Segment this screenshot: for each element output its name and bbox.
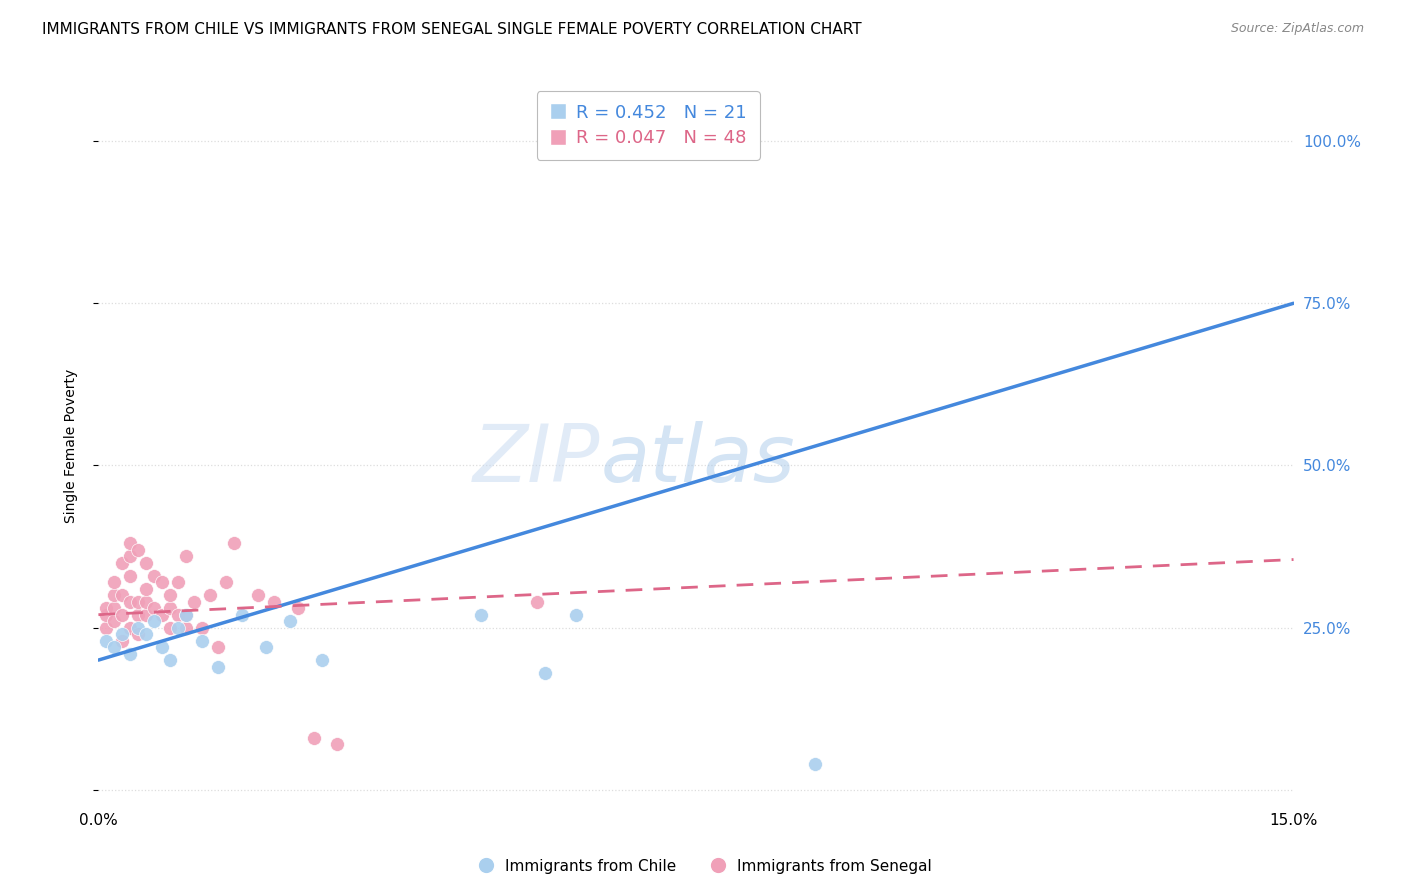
Point: [215, 575, 238, 590]
Point: [159, 621, 181, 635]
Point: [254, 640, 277, 654]
Point: [143, 614, 166, 628]
Point: [533, 666, 555, 681]
Point: [174, 607, 197, 622]
Point: [103, 640, 125, 654]
Point: [96, 607, 118, 622]
Text: Source: ZipAtlas.com: Source: ZipAtlas.com: [1230, 22, 1364, 36]
Point: [302, 731, 325, 745]
Point: [207, 640, 229, 654]
Y-axis label: Single Female Poverty: Single Female Poverty: [63, 369, 77, 523]
Point: [191, 633, 214, 648]
Point: [120, 621, 142, 635]
Point: [135, 582, 157, 596]
Point: [96, 621, 118, 635]
Point: [278, 614, 301, 628]
Point: [804, 756, 827, 771]
Text: ZIP: ZIP: [472, 421, 600, 500]
Point: [111, 588, 134, 602]
Point: [150, 640, 173, 654]
Point: [150, 575, 173, 590]
Point: [103, 614, 125, 628]
Point: [174, 607, 197, 622]
Point: [526, 595, 548, 609]
Point: [103, 588, 125, 602]
Point: [167, 621, 190, 635]
Point: [167, 575, 190, 590]
Point: [111, 633, 134, 648]
Point: [222, 536, 245, 550]
Point: [96, 633, 118, 648]
Point: [198, 588, 221, 602]
Point: [120, 647, 142, 661]
Point: [183, 595, 205, 609]
Point: [143, 601, 166, 615]
Point: [127, 627, 149, 641]
Point: [103, 601, 125, 615]
Text: atlas: atlas: [600, 421, 796, 500]
Legend: Immigrants from Chile, Immigrants from Senegal: Immigrants from Chile, Immigrants from S…: [468, 853, 938, 880]
Point: [127, 542, 149, 557]
Point: [111, 556, 134, 570]
Point: [111, 607, 134, 622]
Point: [174, 621, 197, 635]
Point: [207, 659, 229, 673]
Point: [135, 556, 157, 570]
Point: [246, 588, 269, 602]
Point: [174, 549, 197, 564]
Point: [159, 588, 181, 602]
Point: [135, 607, 157, 622]
Point: [135, 627, 157, 641]
Point: [565, 607, 588, 622]
Point: [143, 568, 166, 582]
Point: [311, 653, 333, 667]
Point: [159, 653, 181, 667]
Point: [263, 595, 285, 609]
Point: [470, 607, 492, 622]
Point: [120, 536, 142, 550]
Point: [167, 607, 190, 622]
Point: [287, 601, 309, 615]
Point: [231, 607, 253, 622]
Point: [127, 595, 149, 609]
Point: [111, 627, 134, 641]
Point: [127, 607, 149, 622]
Point: [191, 621, 214, 635]
Point: [135, 595, 157, 609]
Text: IMMIGRANTS FROM CHILE VS IMMIGRANTS FROM SENEGAL SINGLE FEMALE POVERTY CORRELATI: IMMIGRANTS FROM CHILE VS IMMIGRANTS FROM…: [42, 22, 862, 37]
Point: [150, 607, 173, 622]
Point: [326, 738, 349, 752]
Point: [120, 595, 142, 609]
Point: [159, 601, 181, 615]
Point: [120, 568, 142, 582]
Legend: R = 0.452   N = 21, R = 0.047   N = 48: R = 0.452 N = 21, R = 0.047 N = 48: [537, 91, 759, 160]
Point: [96, 601, 118, 615]
Point: [120, 549, 142, 564]
Point: [127, 621, 149, 635]
Point: [103, 575, 125, 590]
